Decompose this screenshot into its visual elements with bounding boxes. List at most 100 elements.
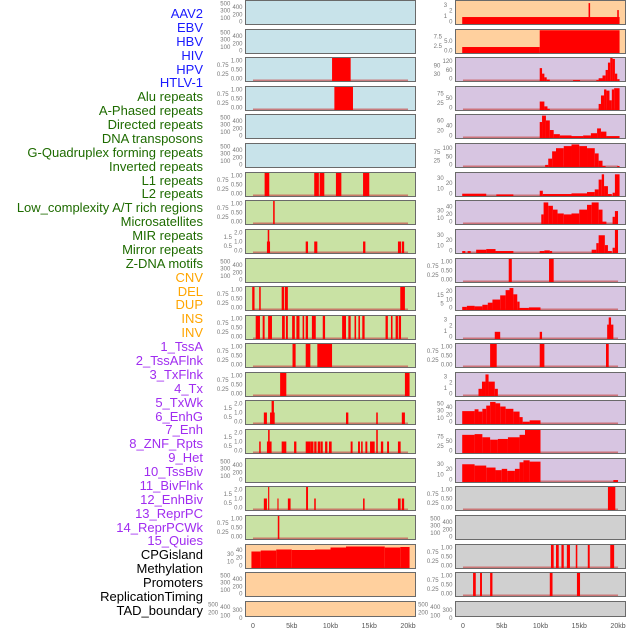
bar — [539, 190, 543, 196]
baseline-mark — [252, 422, 409, 424]
track-label: HTLV-1 — [159, 75, 203, 91]
y-tick-label: 0.00 — [231, 363, 243, 369]
track-panel: 0.000.250.500.751.00 — [217, 286, 416, 312]
bar — [281, 441, 287, 453]
bar — [292, 344, 296, 367]
y-tick-label: 75 — [437, 434, 444, 440]
y-tick-label: 400 — [232, 463, 243, 469]
y-tick-label: 400 — [442, 520, 453, 526]
bar — [497, 438, 508, 453]
bar — [259, 441, 261, 453]
bar — [613, 480, 619, 482]
track-label: HIV — [181, 47, 203, 63]
bar — [398, 316, 402, 339]
y-tick-label: 0.00 — [441, 564, 453, 570]
bar — [488, 381, 495, 396]
track-panel: 0.00.51.01.52.0 — [224, 429, 416, 455]
y-tick-label: 10 — [437, 216, 444, 222]
y-tick-label: 100 — [220, 130, 231, 136]
panel-background — [245, 229, 416, 254]
y-tick-label: 0 — [239, 478, 243, 484]
baseline-mark — [462, 165, 619, 167]
y-tick-label: 200 — [232, 584, 243, 590]
bar — [606, 344, 609, 367]
bar — [571, 136, 584, 138]
y-tick-label: 25 — [437, 101, 444, 107]
y-tick-label: 0.50 — [441, 269, 453, 275]
y-tick-label: 400 — [232, 119, 243, 125]
track-label: G-Quadruplex forming repeats — [27, 144, 203, 160]
bar — [539, 331, 543, 339]
bar — [462, 464, 475, 482]
panel-frame — [455, 458, 626, 483]
bar — [317, 441, 321, 453]
bar — [284, 287, 288, 310]
bar — [549, 259, 554, 282]
y-tick-label: 100 — [442, 146, 453, 152]
panel-background — [245, 114, 416, 139]
bar — [317, 344, 333, 367]
track-panel: 0.02.55.07.5 — [434, 29, 626, 55]
bar — [401, 412, 405, 424]
panel-frame — [245, 172, 416, 197]
y-tick-label: 0 — [239, 134, 243, 140]
y-tick-label: 0.50 — [231, 68, 243, 74]
track-panel: 0.000.250.500.751.00 — [217, 86, 416, 112]
bar — [545, 120, 550, 138]
y-tick-label: 0.25 — [217, 330, 229, 336]
bar — [596, 80, 599, 81]
bar — [556, 148, 564, 167]
y-tick-label: 0.50 — [231, 383, 243, 389]
y-tick-label: 60 — [437, 119, 444, 125]
baseline-mark — [462, 394, 619, 396]
panel-background — [245, 515, 416, 540]
y-tick-label: 1.00 — [441, 546, 453, 552]
baseline-mark — [462, 222, 619, 224]
y-tick-label: 0.25 — [217, 215, 229, 221]
y-tick-label: 200 — [442, 527, 453, 533]
panel-background — [455, 486, 626, 511]
bar — [600, 95, 605, 110]
bar — [542, 73, 545, 81]
panel-background — [245, 172, 416, 197]
bar — [549, 130, 554, 138]
track-label: 6_EnhG — [155, 408, 203, 424]
bar — [608, 317, 612, 339]
track-label: 8_ZNF_Rpts — [129, 436, 203, 452]
y-tick-label: 200 — [232, 41, 243, 47]
bar — [612, 58, 615, 81]
y-tick-label: 0.25 — [217, 530, 229, 536]
bar — [350, 441, 353, 453]
bar — [542, 194, 572, 196]
bar — [523, 460, 530, 482]
bar — [598, 235, 605, 253]
bar — [548, 205, 553, 224]
panel-background — [245, 372, 416, 397]
bar — [539, 251, 545, 253]
y-tick-label: 0 — [449, 249, 453, 255]
y-tick-label: 0.75 — [217, 206, 229, 212]
x-tick-label: 20kb — [400, 623, 415, 630]
track-label: MIR repeats — [132, 228, 203, 244]
bar — [587, 545, 590, 568]
y-tick-label: 1.0 — [234, 440, 243, 446]
bar — [263, 412, 267, 424]
y-tick-label: 0.00 — [231, 192, 243, 198]
y-tick-label: 0 — [449, 420, 453, 426]
track-label: Methylation — [136, 561, 203, 577]
bar — [546, 79, 550, 81]
bar — [474, 434, 483, 453]
y-tick-label: 0.00 — [231, 306, 243, 312]
baseline-mark — [252, 251, 409, 253]
y-tick-label: 0.75 — [427, 550, 439, 556]
y-tick-label: 100 — [220, 159, 231, 165]
y-tick-label: 30 — [437, 409, 444, 415]
bar — [539, 101, 545, 110]
bar — [524, 430, 541, 453]
bar — [482, 408, 487, 424]
y-tick-label: 40 — [236, 548, 243, 554]
